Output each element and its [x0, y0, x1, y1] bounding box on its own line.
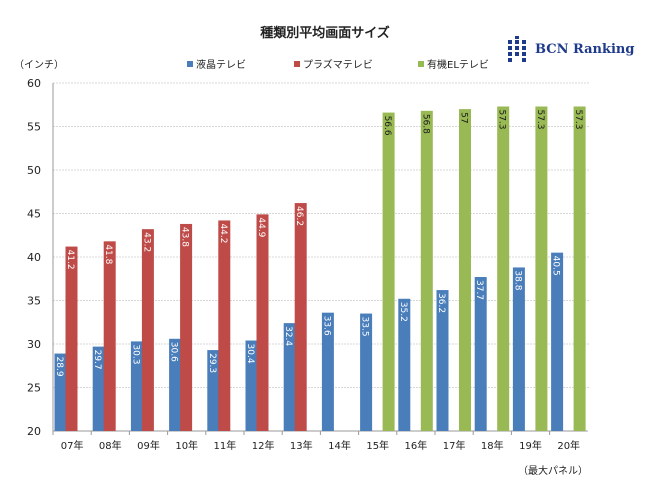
- x-tick-label: 12年: [252, 439, 275, 452]
- bar-0-12年: [245, 340, 258, 431]
- data-label: 41.8: [103, 244, 113, 264]
- bar-2-17年: [459, 109, 471, 431]
- bar-1-08年: [103, 241, 116, 431]
- data-label: 46.2: [294, 206, 304, 226]
- bar-0-20年: [551, 252, 564, 431]
- data-label: 40.5: [551, 256, 561, 276]
- y-axis-unit: （インチ）: [14, 60, 64, 71]
- bar-0-19年: [512, 267, 525, 431]
- data-label: 32.4: [283, 326, 293, 346]
- legend-swatch: [418, 60, 424, 67]
- bar-1-13年: [294, 203, 307, 431]
- x-tick-label: 19年: [519, 439, 542, 452]
- bcn-logo-text: BCN Ranking: [535, 41, 635, 57]
- y-tick-label: 50: [27, 164, 41, 177]
- bar-0-16年: [398, 298, 411, 431]
- legend-label: プラズマテレビ: [303, 60, 373, 71]
- x-tick-label: 14年: [328, 439, 351, 452]
- legend-item-plasma: プラズマテレビ: [294, 56, 373, 71]
- data-label: 38.8: [512, 270, 522, 290]
- y-tick-label: 40: [27, 251, 41, 264]
- data-label: 56.6: [382, 116, 392, 136]
- bar-2-18年: [497, 106, 510, 432]
- data-label: 36.2: [436, 293, 446, 313]
- data-label: 56.8: [420, 114, 430, 134]
- data-label: 41.2: [65, 250, 75, 270]
- bar-2-20年: [573, 106, 586, 432]
- data-label: 37.7: [474, 280, 484, 300]
- legend-label: 有機ELテレビ: [427, 60, 489, 71]
- bar-1-11年: [218, 220, 231, 431]
- x-tick-label: 16年: [405, 439, 428, 452]
- bar-2-16年: [420, 110, 433, 431]
- data-label: 44.2: [218, 223, 228, 243]
- data-label: 43.2: [141, 232, 151, 252]
- chart-title: 種類別平均画面サイズ: [260, 26, 390, 41]
- x-tick-label: 11年: [214, 439, 237, 452]
- data-label: 29.3: [207, 353, 217, 373]
- bar-0-17年: [436, 290, 449, 431]
- bcn-logo: BCN Ranking: [508, 36, 634, 62]
- bar-0-10年: [169, 338, 182, 431]
- bar-0-15年: [360, 313, 373, 431]
- bar-0-07年: [54, 353, 67, 431]
- panel-note: （最大パネル）: [518, 466, 588, 477]
- data-label: 35.2: [398, 302, 408, 322]
- x-tick-label: 17年: [443, 439, 466, 452]
- x-tick-label: 09年: [137, 439, 160, 452]
- bar-0-09年: [130, 341, 143, 431]
- bar-0-08年: [92, 346, 105, 431]
- x-tick-label: 10年: [175, 439, 198, 452]
- y-tick-label: 55: [27, 121, 41, 134]
- y-tick-label: 20: [27, 425, 41, 438]
- data-label: 57.3: [535, 109, 545, 129]
- data-label: 43.8: [180, 227, 190, 247]
- x-tick-label: 08年: [99, 439, 122, 452]
- bar-2-15年: [382, 112, 395, 431]
- y-tick-label: 45: [27, 208, 41, 221]
- bar-0-18年: [474, 277, 487, 431]
- x-tick-label: 07年: [61, 439, 84, 452]
- bar-1-07年: [65, 246, 78, 431]
- y-tick-label: 30: [27, 338, 41, 351]
- data-label: 29.7: [92, 350, 102, 370]
- data-label: 28.9: [54, 357, 64, 377]
- y-tick-label: 25: [27, 382, 41, 395]
- legend-swatch: [294, 60, 300, 67]
- legend-item-lcd: 液晶テレビ: [187, 56, 246, 71]
- data-label: 57: [459, 112, 469, 123]
- legend-swatch: [187, 60, 193, 67]
- bar-1-10年: [180, 223, 193, 431]
- bar-1-09年: [141, 229, 154, 431]
- bcn-logo-icon: [508, 36, 526, 62]
- y-tick-label: 60: [27, 77, 41, 90]
- data-label: 57.3: [497, 109, 507, 129]
- bar-1-12年: [256, 214, 269, 431]
- x-tick-label: 13年: [290, 439, 313, 452]
- bar-0-11年: [207, 350, 220, 431]
- data-label: 30.6: [169, 342, 179, 362]
- legend-label: 液晶テレビ: [196, 60, 246, 71]
- x-tick-label: 20年: [557, 439, 580, 452]
- data-label: 33.5: [360, 317, 370, 337]
- data-label: 30.4: [245, 344, 255, 364]
- y-tick-label: 35: [27, 295, 41, 308]
- legend-item-oled: 有機ELテレビ: [418, 56, 489, 71]
- bar-2-19年: [535, 106, 548, 432]
- bar-0-14年: [321, 312, 334, 431]
- x-tick-label: 15年: [366, 439, 389, 452]
- data-label: 33.6: [321, 316, 331, 336]
- data-label: 44.9: [256, 217, 266, 237]
- x-tick-label: 18年: [481, 439, 504, 452]
- data-label: 30.3: [130, 344, 140, 364]
- data-label: 57.3: [573, 109, 583, 129]
- bar-0-13年: [283, 323, 296, 431]
